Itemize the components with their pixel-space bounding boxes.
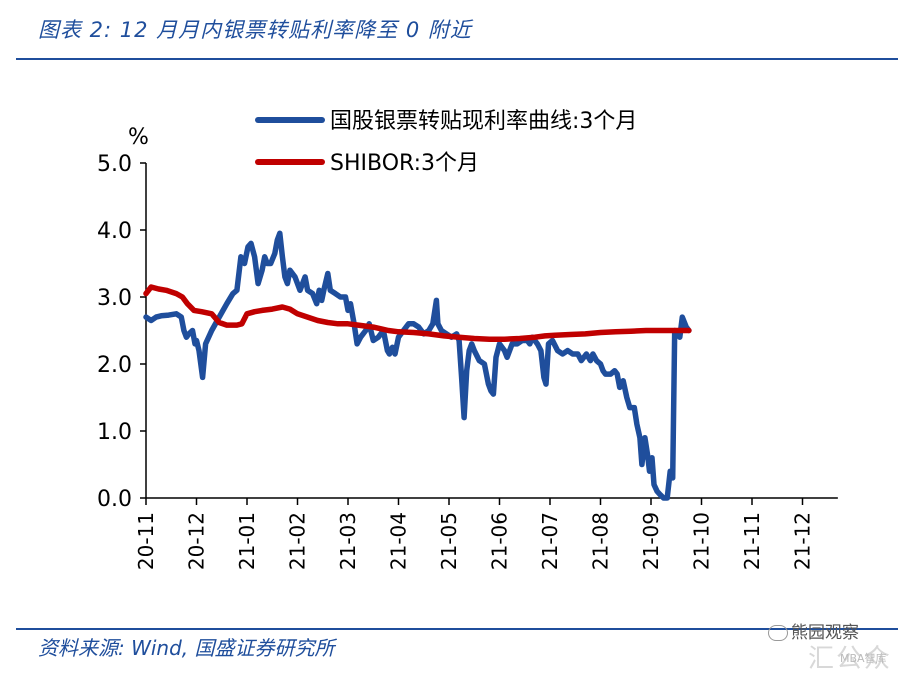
watermark-faint: 汇公众 bbox=[808, 644, 893, 674]
y-tick-label: 4.0 bbox=[97, 219, 132, 244]
x-tick-label: 21-03 bbox=[336, 512, 360, 570]
watermark-small: MBA智库 bbox=[840, 652, 887, 665]
chart-series-layer bbox=[143, 230, 692, 501]
x-tick-label: 21-11 bbox=[740, 512, 764, 570]
source-note: 资料来源: Wind, 国盛证券研究所 bbox=[38, 636, 335, 660]
wechat-icon bbox=[768, 625, 788, 641]
series-line-shibor bbox=[143, 284, 692, 342]
x-tick-label: 21-09 bbox=[639, 512, 663, 570]
watermark-text: 熊园观察 bbox=[791, 623, 859, 643]
x-tick-label: 21-06 bbox=[488, 512, 512, 570]
x-tick-label: 21-12 bbox=[791, 512, 815, 570]
chart-axes: 0.0 1.0 2.0 3.0 4.0 5.0% 20-11 20-12 21-01 21-02 2… bbox=[97, 125, 838, 570]
x-tick-label: 21-01 bbox=[235, 512, 259, 570]
legend-label: 国股银票转贴现利率曲线:3个月 bbox=[330, 109, 637, 134]
title-divider bbox=[16, 58, 898, 60]
legend-label: SHIBOR:3个月 bbox=[330, 151, 479, 176]
page-title: 图表 2: 12 月月内银票转贴利率降至 0 附近 bbox=[38, 18, 472, 42]
watermark: 熊园观察 bbox=[768, 618, 859, 643]
footer-divider bbox=[16, 628, 898, 630]
x-tick-label: 20-12 bbox=[185, 512, 209, 570]
y-axis-unit: % bbox=[128, 125, 149, 150]
y-tick-label: 5.0 bbox=[97, 152, 132, 177]
series-line-discount-rate bbox=[143, 230, 692, 501]
x-tick-label: 21-05 bbox=[437, 512, 461, 570]
y-tick-label: 0.0 bbox=[97, 487, 132, 512]
y-tick-label: 3.0 bbox=[97, 286, 132, 311]
x-tick-label: 21-10 bbox=[690, 512, 714, 570]
x-tick-label: 20-11 bbox=[134, 512, 158, 570]
chart-legend: 国股银票转贴现利率曲线:3个月 SHIBOR:3个月 bbox=[255, 109, 637, 176]
x-tick-label: 21-07 bbox=[538, 512, 562, 570]
x-tick-label: 21-02 bbox=[286, 512, 310, 570]
y-tick-label: 1.0 bbox=[97, 420, 132, 445]
x-tick-label: 21-08 bbox=[589, 512, 613, 570]
y-tick-label: 2.0 bbox=[97, 353, 132, 378]
x-tick-label: 21-04 bbox=[387, 512, 411, 570]
